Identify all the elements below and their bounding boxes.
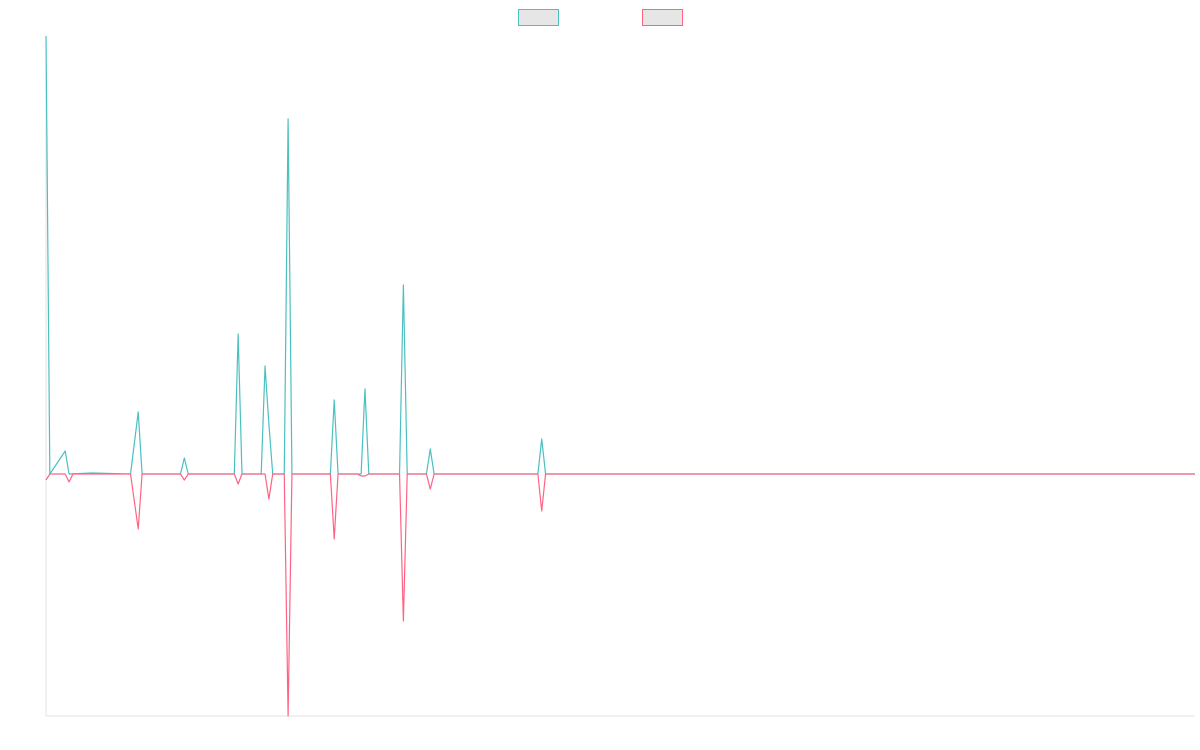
- axes: [45, 36, 1195, 717]
- legend-swatch-2[interactable]: [642, 9, 683, 26]
- legend: [518, 9, 683, 26]
- series-line-1: [45, 35, 1195, 475]
- legend-swatch-1[interactable]: [518, 9, 559, 26]
- series-layer: [45, 35, 1195, 717]
- series-line-2: [45, 473, 1195, 717]
